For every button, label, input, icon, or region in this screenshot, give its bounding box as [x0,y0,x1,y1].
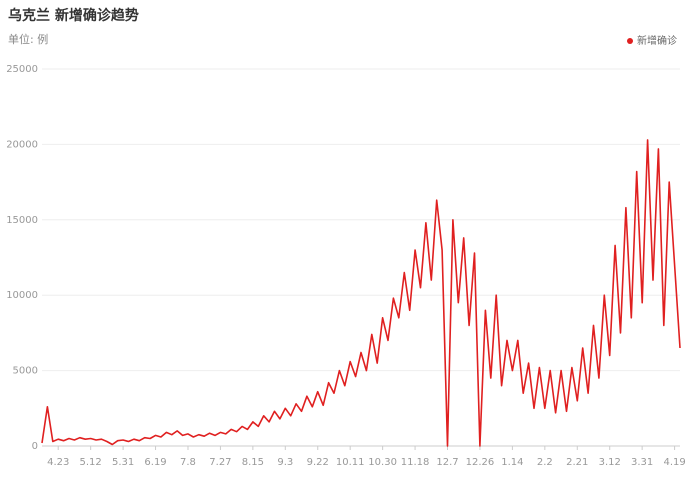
x-tick-label: 5.31 [112,457,134,468]
x-tick-label: 1.14 [501,457,523,468]
legend-marker [627,38,633,44]
x-tick-label: 2.21 [566,457,588,468]
x-tick-label: 3.31 [631,457,653,468]
x-tick-label: 10.11 [336,457,365,468]
x-tick-label: 5.12 [80,457,102,468]
x-tick-label: 11.18 [401,457,430,468]
data-line [41,139,681,447]
x-tick-label: 9.3 [277,457,293,468]
legend-label: 新增确诊 [637,34,677,47]
x-tick-label: 4.23 [47,457,69,468]
x-tick-label: 12.26 [466,457,495,468]
y-tick-label: 15000 [6,215,38,226]
x-tick-label: 8.15 [242,457,264,468]
x-tick-label: 3.12 [599,457,621,468]
x-tick-label: 10.30 [368,457,397,468]
y-tick-label: 25000 [6,64,38,75]
x-tick-label: 4.19 [663,457,685,468]
chart-title: 乌克兰 新增确诊趋势 [8,7,139,24]
chart-subtitle: 单位: 例 [8,32,48,46]
y-tick-label: 0 [32,441,38,452]
x-tick-label: 6.19 [144,457,166,468]
x-tick-label: 9.22 [307,457,329,468]
x-tick-label: 7.27 [209,457,231,468]
y-tick-label: 5000 [13,366,38,377]
y-tick-label: 10000 [6,290,38,301]
y-tick-label: 20000 [6,139,38,150]
x-tick-label: 7.8 [180,457,196,468]
x-tick-label: 12.7 [436,457,458,468]
x-tick-label: 2.2 [537,457,553,468]
